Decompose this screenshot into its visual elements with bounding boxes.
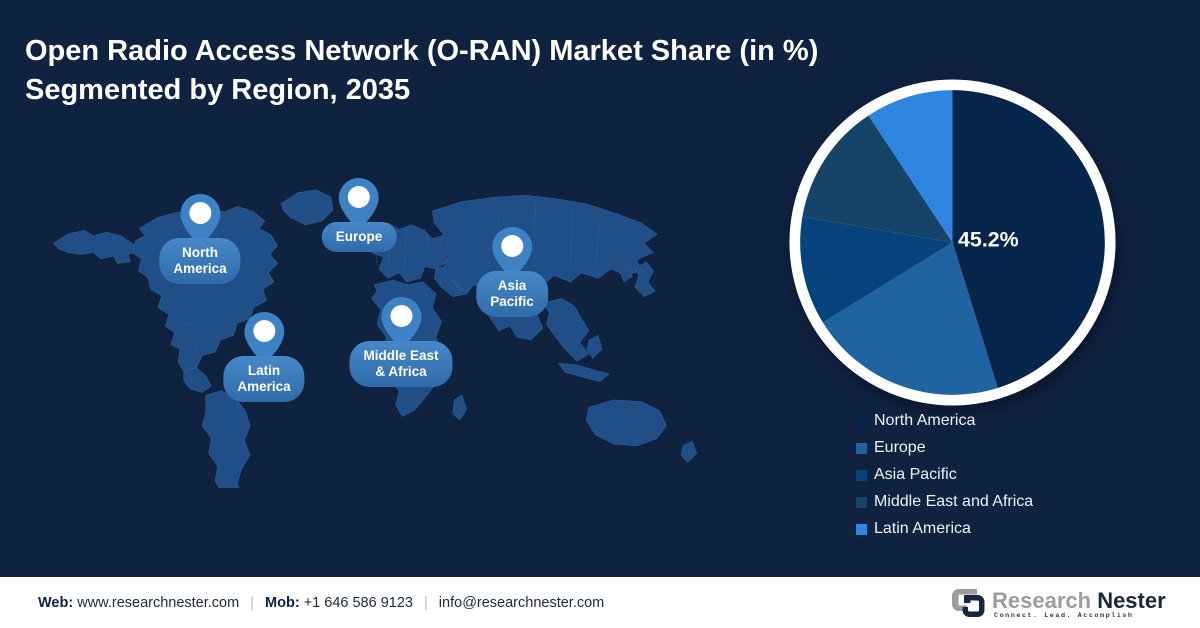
svg-text:45.2%: 45.2% — [958, 228, 1019, 252]
svg-text:Research Nester: Research Nester — [992, 588, 1166, 613]
svg-text:Connect. Lead. Accomplish: Connect. Lead. Accomplish — [994, 612, 1133, 619]
